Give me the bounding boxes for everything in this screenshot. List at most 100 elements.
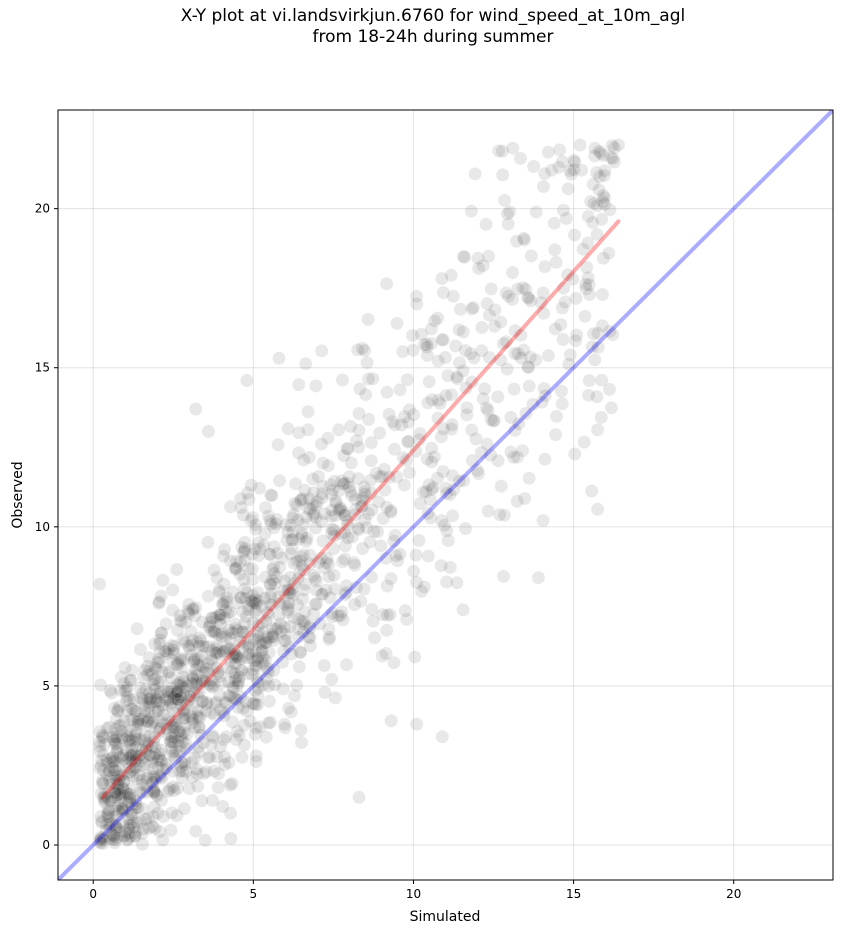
scatter-point bbox=[133, 785, 148, 799]
scatter-point bbox=[431, 411, 445, 425]
scatter-point bbox=[329, 494, 343, 508]
scatter-point bbox=[218, 695, 232, 709]
scatter-point bbox=[191, 704, 205, 718]
scatter-point bbox=[588, 141, 602, 155]
scatter-point bbox=[170, 685, 185, 700]
scatter-point bbox=[287, 689, 302, 703]
scatter-point bbox=[165, 720, 180, 734]
scatter-point bbox=[174, 759, 188, 774]
scatter-point bbox=[298, 577, 313, 591]
scatter-point bbox=[538, 166, 552, 181]
scatter-point bbox=[105, 730, 120, 744]
scatter-point bbox=[162, 782, 177, 797]
scatter-point bbox=[208, 625, 223, 640]
scatter-point bbox=[116, 774, 131, 789]
scatter-point bbox=[205, 644, 219, 658]
scatter-point bbox=[427, 450, 442, 464]
scatter-point bbox=[501, 217, 515, 231]
scatter-point bbox=[147, 800, 161, 814]
scatter-point bbox=[265, 488, 279, 503]
scatter-point bbox=[333, 502, 348, 517]
scatter-point bbox=[178, 718, 193, 733]
scatter-point bbox=[259, 630, 274, 644]
scatter-point bbox=[186, 670, 200, 684]
scatter-point bbox=[303, 557, 317, 571]
scatter-point bbox=[118, 755, 133, 769]
scatter-point bbox=[168, 718, 183, 733]
scatter-point bbox=[153, 695, 167, 710]
scatter-point bbox=[131, 801, 145, 815]
scatter-point bbox=[425, 392, 439, 407]
scatter-point bbox=[115, 781, 130, 795]
scatter-point bbox=[146, 715, 160, 729]
scatter-point bbox=[141, 811, 156, 825]
scatter-point bbox=[130, 816, 144, 830]
scatter-point bbox=[435, 513, 449, 528]
scatter-point bbox=[206, 625, 221, 639]
scatter-point bbox=[283, 547, 298, 561]
scatter-point bbox=[407, 407, 421, 422]
scatter-point bbox=[267, 663, 281, 678]
scatter-point bbox=[340, 476, 355, 490]
scatter-point bbox=[187, 653, 202, 667]
scatter-point bbox=[109, 730, 124, 744]
scatter-point bbox=[216, 549, 231, 563]
scatter-point bbox=[169, 687, 183, 702]
scatter-point bbox=[364, 435, 379, 450]
scatter-point bbox=[335, 373, 350, 387]
scatter-point bbox=[203, 618, 217, 633]
scatter-point bbox=[500, 207, 515, 221]
x-tick-label: 20 bbox=[726, 887, 741, 901]
scatter-point bbox=[191, 779, 205, 794]
scatter-point bbox=[213, 702, 228, 717]
scatter-point bbox=[297, 563, 311, 577]
scatter-point bbox=[227, 643, 241, 658]
scatter-point bbox=[299, 510, 313, 525]
scatter-point bbox=[110, 703, 125, 717]
scatter-point bbox=[207, 677, 221, 692]
scatter-point bbox=[237, 544, 252, 558]
scatter-point bbox=[196, 766, 211, 781]
scatter-point bbox=[192, 639, 206, 653]
scatter-point bbox=[294, 614, 309, 628]
scatter-point bbox=[111, 788, 125, 802]
scatter-point bbox=[351, 522, 366, 537]
scatter-point bbox=[143, 748, 158, 763]
scatter-point bbox=[209, 641, 224, 656]
scatter-point bbox=[582, 373, 597, 388]
scatter-point bbox=[99, 823, 114, 838]
scatter-point bbox=[151, 675, 166, 690]
scatter-point bbox=[596, 188, 611, 203]
scatter-point bbox=[257, 538, 271, 552]
scatter-point bbox=[231, 700, 246, 715]
scatter-point bbox=[177, 711, 192, 725]
scatter-point bbox=[425, 482, 439, 497]
scatter-point bbox=[151, 704, 166, 718]
scatter-point bbox=[413, 426, 427, 441]
scatter-point bbox=[151, 760, 165, 774]
scatter-point bbox=[206, 730, 220, 745]
scatter-point bbox=[164, 652, 179, 667]
scatter-point bbox=[222, 675, 236, 689]
scatter-point bbox=[185, 710, 199, 724]
scatter-point bbox=[417, 337, 431, 352]
scatter-point bbox=[248, 632, 262, 646]
scatter-point bbox=[96, 776, 110, 790]
scatter-point bbox=[236, 545, 251, 560]
scatter-point bbox=[167, 690, 182, 704]
scatter-point bbox=[263, 547, 277, 561]
scatter-point bbox=[125, 797, 139, 812]
scatter-point bbox=[536, 306, 551, 320]
scatter-point bbox=[205, 611, 220, 625]
scatter-point bbox=[155, 664, 169, 679]
scatter-point bbox=[201, 656, 215, 671]
scatter-point bbox=[111, 704, 125, 718]
scatter-point bbox=[195, 674, 209, 689]
scatter-point bbox=[285, 582, 300, 597]
scatter-point bbox=[198, 665, 212, 679]
scatter-point bbox=[476, 258, 490, 273]
scatter-point bbox=[153, 747, 167, 761]
plot-background bbox=[58, 110, 833, 880]
scatter-point bbox=[129, 752, 143, 766]
scatter-point bbox=[175, 670, 190, 684]
